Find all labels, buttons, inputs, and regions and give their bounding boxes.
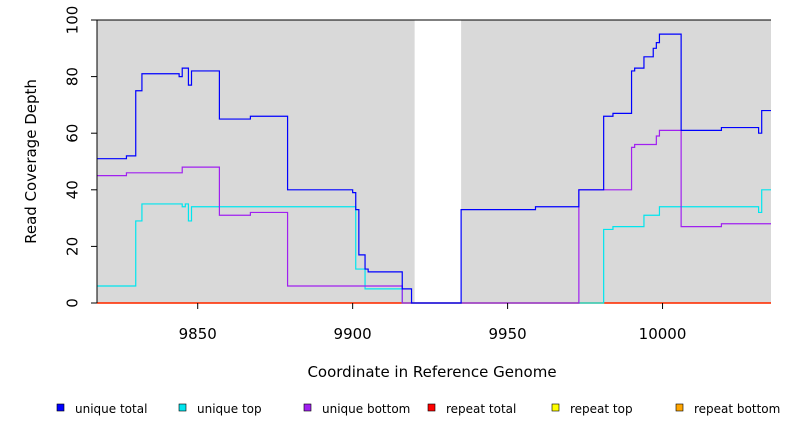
legend-swatch	[303, 403, 312, 412]
legend-label: repeat bottom	[694, 402, 780, 416]
x-axis-title: Coordinate in Reference Genome	[307, 363, 556, 381]
y-tick-label: 100	[63, 6, 81, 35]
series-line-unique-bottom	[97, 129, 771, 304]
y-tick-label: 40	[63, 180, 81, 199]
axes: 0 20 40 60 80 100 9850 9900 9950 10000	[63, 6, 771, 343]
y-tick-label: 0	[63, 298, 81, 308]
y-tick-label: 60	[63, 124, 81, 143]
x-tick-label: 10000	[639, 325, 687, 343]
legend-swatch	[427, 403, 436, 412]
legend-label: unique total	[75, 402, 147, 416]
legend-swatch	[56, 403, 65, 412]
series-line-unique-total	[97, 33, 771, 304]
x-tick-label: 9900	[334, 325, 372, 343]
x-tick-label: 9950	[489, 325, 527, 343]
series-line-unique-top	[97, 189, 771, 304]
legend: unique total unique top unique bottom repea…	[56, 402, 780, 416]
legend-swatch	[551, 403, 560, 412]
legend-label: repeat total	[446, 402, 516, 416]
x-tick-label: 9850	[179, 325, 217, 343]
series-lines	[97, 33, 771, 304]
legend-label: unique top	[197, 402, 262, 416]
gap-region	[414, 20, 462, 303]
legend-swatch	[178, 403, 187, 412]
y-tick-label: 20	[63, 237, 81, 256]
y-tick-label: 80	[63, 67, 81, 86]
legend-label: unique bottom	[322, 402, 410, 416]
legend-swatch	[675, 403, 684, 412]
y-axis-title: Read Coverage Depth	[22, 79, 40, 244]
legend-label: repeat top	[570, 402, 633, 416]
gap-regions	[414, 20, 462, 303]
